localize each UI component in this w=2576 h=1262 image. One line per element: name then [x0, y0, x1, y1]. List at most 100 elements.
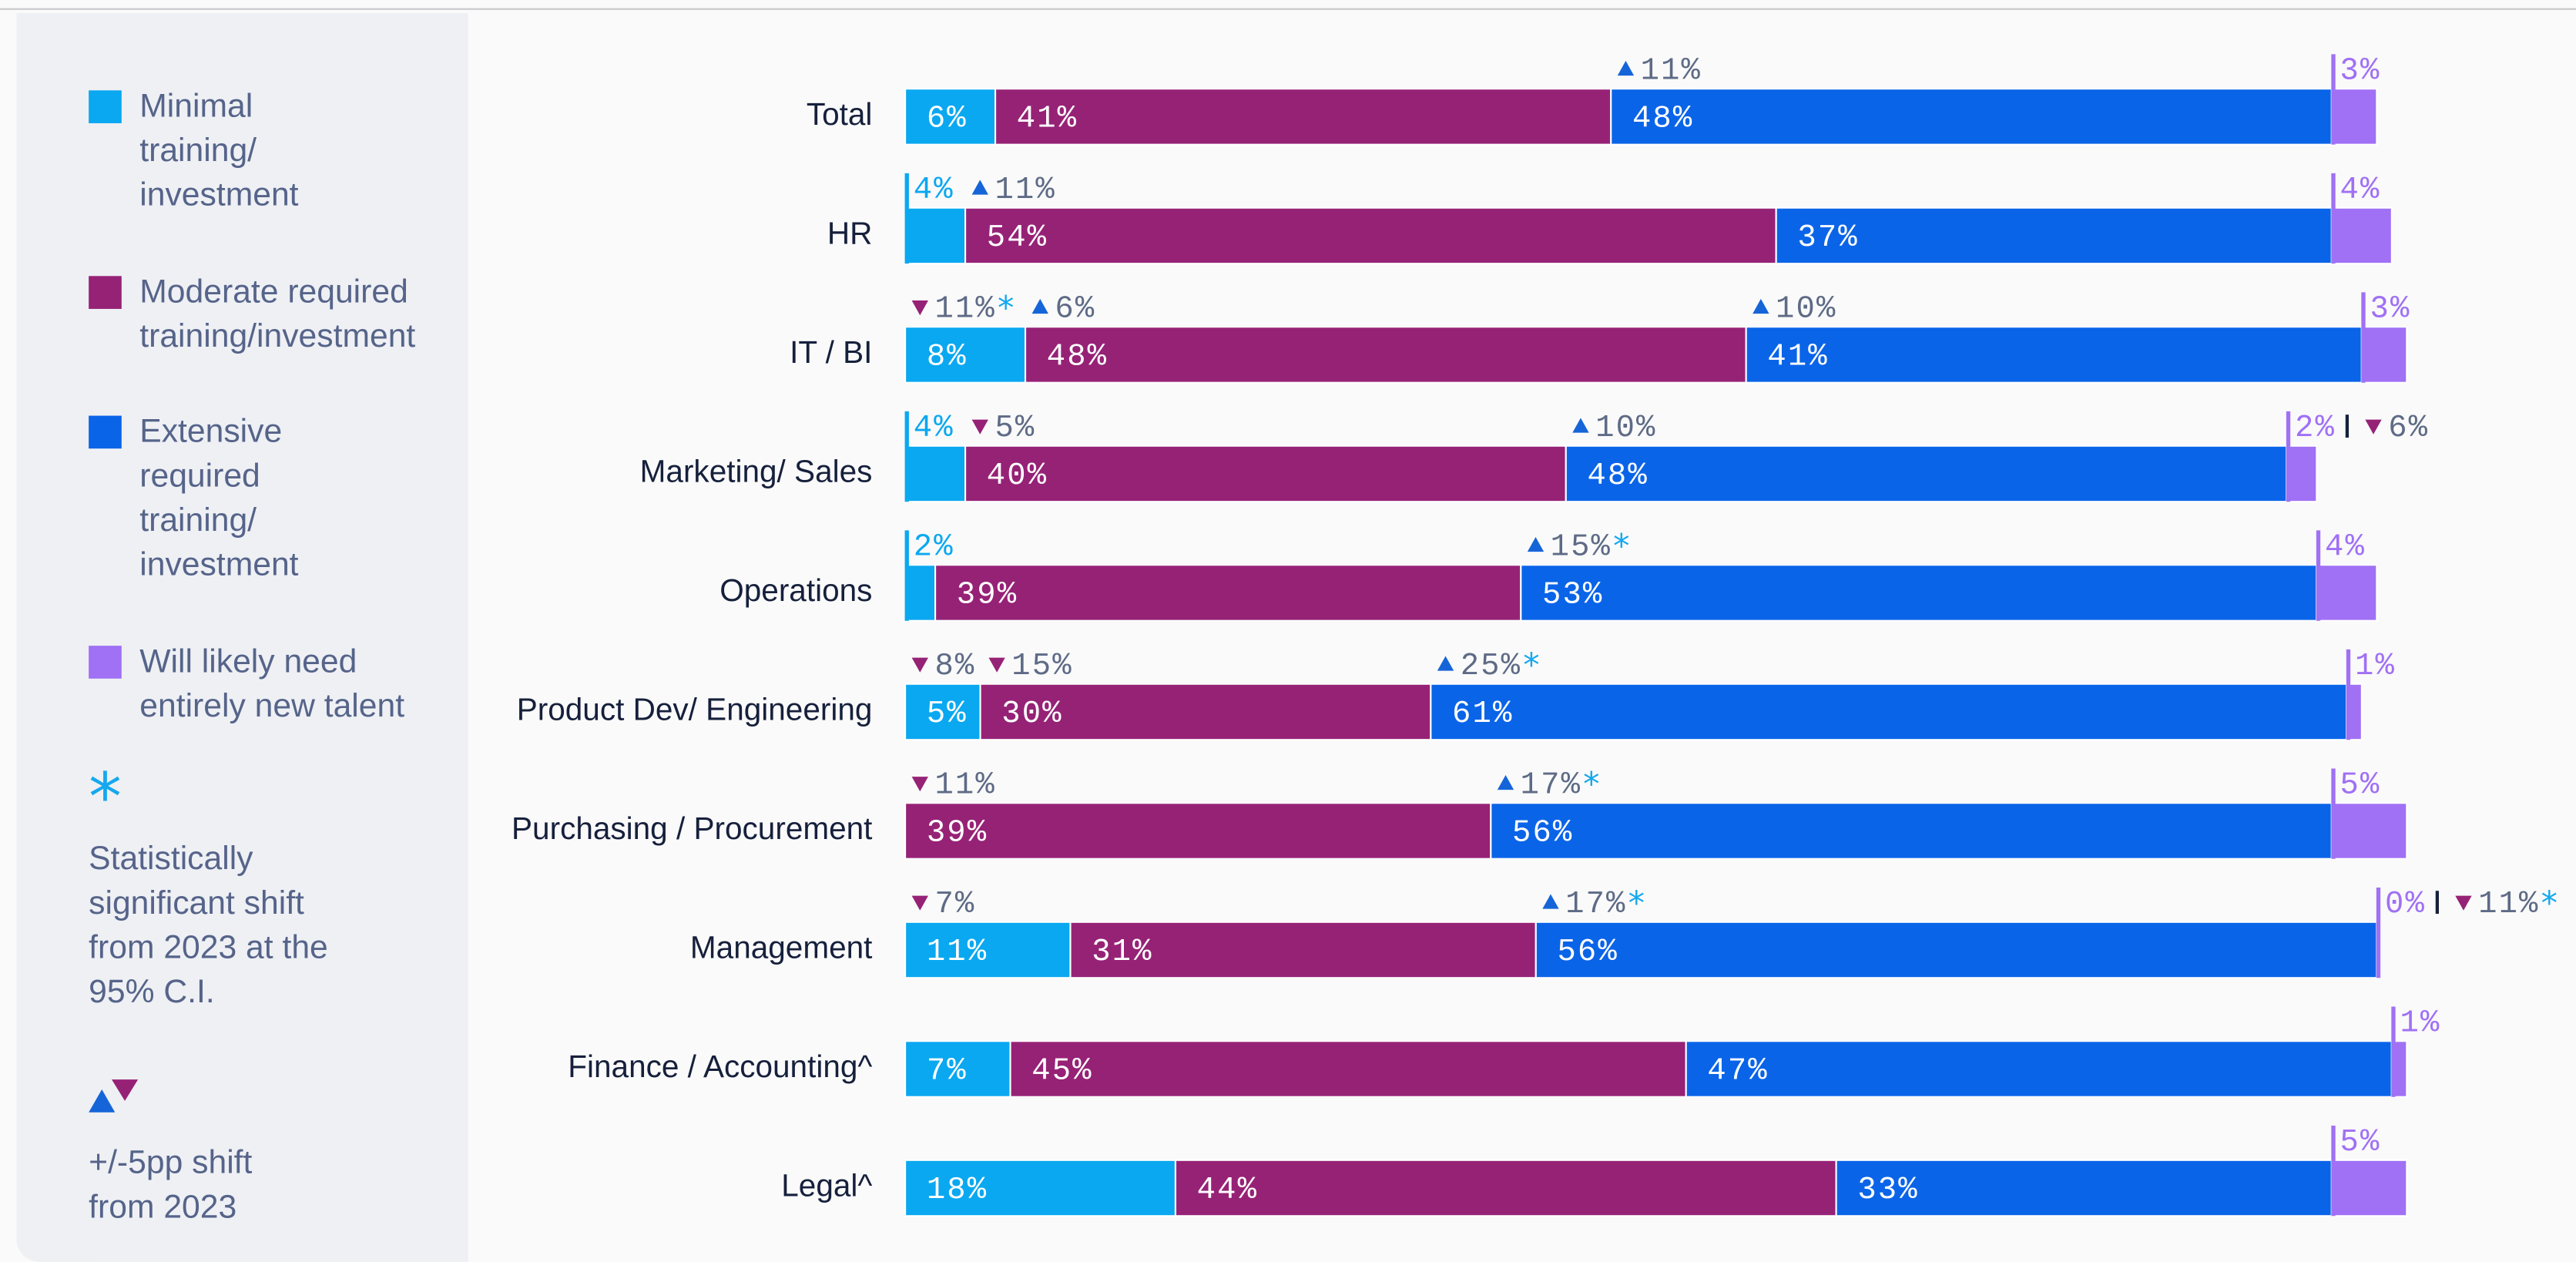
value-label: 1%	[2355, 649, 2396, 684]
bar-segment	[2360, 326, 2408, 384]
shift-annotation: 7%	[911, 887, 974, 922]
up-triangle	[1437, 656, 1454, 671]
shift-label: 11%	[995, 173, 1055, 208]
significance-marker: *	[998, 289, 1014, 327]
legend-swatch	[89, 90, 122, 123]
category-label: Operations	[719, 572, 872, 608]
shift-label: 25%	[1461, 649, 1521, 684]
legend-label: Extensive required training/ investment	[139, 414, 299, 584]
value-label: 4%	[914, 173, 954, 208]
shift-label: 8%	[934, 649, 975, 684]
bar-segment	[1745, 326, 2363, 384]
up-triangle	[1753, 298, 1769, 314]
bar-segment	[964, 206, 1777, 265]
value-label: 4%	[914, 411, 954, 446]
legend-panel	[16, 13, 468, 1262]
shift-annotation: 11% *	[2455, 884, 2558, 923]
value-label: 45%	[1031, 1053, 1092, 1089]
bar-segment	[2316, 564, 2378, 622]
value-label: 31%	[1092, 935, 1152, 970]
value-label: 3%	[2370, 291, 2411, 327]
category-label: Legal^	[781, 1168, 872, 1203]
shift-label: 11%	[934, 291, 995, 327]
legend-swatch	[89, 646, 122, 679]
value-label: 39%	[927, 815, 988, 851]
value-label: 48%	[1587, 458, 1648, 494]
value-label: 11%	[927, 935, 988, 970]
value-label: 1%	[2400, 1005, 2441, 1041]
value-label: 8%	[927, 339, 968, 374]
significance-marker: *	[1523, 646, 1539, 685]
category-label: Product Dev/ Engineering	[517, 692, 873, 727]
bar-segment	[904, 206, 967, 265]
up-triangle	[1542, 894, 1559, 909]
legend-swatch	[89, 415, 122, 449]
value-label: 40%	[987, 458, 1048, 494]
bar-segment	[1174, 1159, 1837, 1217]
down-triangle	[971, 419, 988, 435]
value-label: 56%	[1557, 935, 1618, 970]
value-label: 2%	[914, 529, 954, 565]
shift-annotation: 15% *	[1527, 527, 1629, 566]
legend-label: Will likely need entirely new talent	[139, 643, 405, 725]
legend-swatch	[89, 276, 122, 309]
shift-annotation: 17% *	[1542, 884, 1645, 923]
value-label: 5%	[2340, 767, 2381, 803]
up-triangle	[1617, 60, 1635, 76]
bar-segment	[2330, 1159, 2408, 1217]
shift-label: 6%	[2388, 411, 2429, 446]
category-label: Total	[807, 96, 873, 132]
bar-segment	[1775, 206, 2333, 265]
shift-label: 15%	[1551, 529, 1612, 565]
value-label: 5%	[2340, 1125, 2381, 1160]
bar-segment	[1685, 1040, 2393, 1098]
value-label: 48%	[1047, 339, 1108, 374]
shift-annotation: 10%	[1753, 291, 1836, 327]
significance-marker: *	[1613, 527, 1629, 566]
category-label: IT / BI	[790, 334, 872, 370]
down-triangle	[911, 895, 928, 911]
shift-label: 17%	[1565, 887, 1626, 922]
value-label: 48%	[1632, 101, 1693, 136]
shift-annotation: 11%	[971, 173, 1055, 208]
down-triangle	[911, 657, 928, 673]
shift-label: 10%	[1776, 291, 1836, 327]
bar-segment	[904, 445, 967, 503]
bar-segment	[904, 564, 937, 622]
down-triangle	[911, 777, 928, 792]
value-label: 0%	[2385, 887, 2426, 922]
bar-segment	[1610, 88, 2333, 146]
legend-label: Minimal training/ investment	[139, 89, 299, 214]
value-label: 6%	[927, 101, 968, 136]
bar-segment	[1520, 564, 2318, 622]
significance-marker: *	[1583, 765, 1599, 804]
bar-segment	[904, 683, 981, 741]
legend-label: Moderate required training/investment	[139, 274, 416, 355]
bar-segment	[904, 921, 1072, 979]
bar-segment	[1009, 1040, 1687, 1098]
shift-annotation: 25% *	[1437, 646, 1540, 685]
shift-annotation: 8%	[911, 649, 975, 684]
category-label: Finance / Accounting^	[568, 1049, 872, 1084]
up-triangle	[1497, 774, 1514, 790]
down-triangle	[2455, 895, 2472, 911]
up-triangle	[89, 1089, 116, 1113]
shift-annotation: 6%	[2365, 411, 2429, 446]
bar-segment	[904, 326, 1027, 384]
shift-annotation: 10%	[1572, 411, 1655, 446]
bar-segment	[2330, 88, 2378, 146]
shift-annotation: 17% *	[1497, 765, 1599, 804]
bar-segment	[2330, 802, 2408, 860]
bar-segment	[1024, 326, 1747, 384]
up-triangle	[1031, 298, 1048, 314]
value-label: 5%	[927, 696, 968, 732]
bar-segment	[1535, 921, 2378, 979]
value-label: 4%	[2325, 529, 2366, 565]
shift-note: +/-5pp shift from 2023	[89, 1145, 253, 1226]
shift-annotation: 11%	[911, 767, 995, 803]
value-label: 18%	[927, 1173, 988, 1208]
down-triangle	[988, 657, 1005, 673]
